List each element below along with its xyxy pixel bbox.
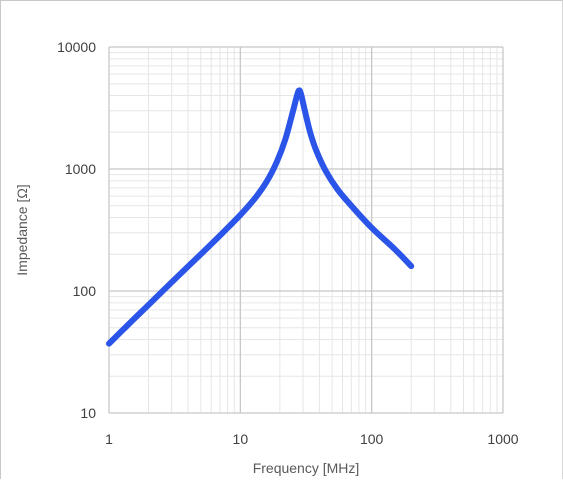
- x-tick-labels: 1 10 100 1000: [105, 431, 519, 447]
- x-tick-label: 100: [360, 431, 384, 447]
- data-point: [394, 249, 395, 250]
- data-point: [316, 151, 317, 152]
- x-tick-label: 10: [233, 431, 249, 447]
- data-point: [240, 214, 241, 215]
- data-point: [219, 235, 220, 236]
- impedance-series-line: [106, 87, 415, 347]
- data-point: [292, 112, 293, 113]
- y-tick-labels: 10 100 1000 10000: [57, 39, 96, 421]
- data-point: [411, 266, 412, 267]
- y-tick-label: 10: [80, 405, 96, 421]
- plot-area: [109, 47, 503, 413]
- x-tick-label: 1000: [487, 431, 518, 447]
- y-tick-label: 10000: [57, 39, 96, 55]
- y-tick-label: 100: [73, 283, 97, 299]
- data-point: [132, 320, 133, 321]
- data-point: [109, 343, 110, 344]
- data-point: [255, 197, 256, 198]
- data-point: [310, 132, 311, 133]
- x-tick-label: 1: [105, 431, 113, 447]
- data-point: [337, 189, 338, 190]
- data-point: [326, 171, 327, 172]
- data-point: [200, 254, 201, 255]
- data-point: [267, 180, 268, 181]
- data-point: [304, 110, 305, 111]
- data-point: [296, 95, 297, 96]
- data-point: [371, 227, 372, 228]
- y-tick-label: 1000: [65, 161, 96, 177]
- series-layer: [106, 87, 415, 347]
- x-axis-title: Frequency [MHz]: [253, 460, 360, 476]
- minor-gridlines: [109, 47, 503, 413]
- data-point: [285, 139, 286, 140]
- data-point: [148, 304, 149, 305]
- data-point: [301, 94, 302, 95]
- data-point: [351, 205, 352, 206]
- data-point: [299, 90, 300, 91]
- y-axis-title: Impedance [Ω]: [14, 184, 30, 275]
- data-point: [276, 161, 277, 162]
- data-point: [171, 282, 172, 283]
